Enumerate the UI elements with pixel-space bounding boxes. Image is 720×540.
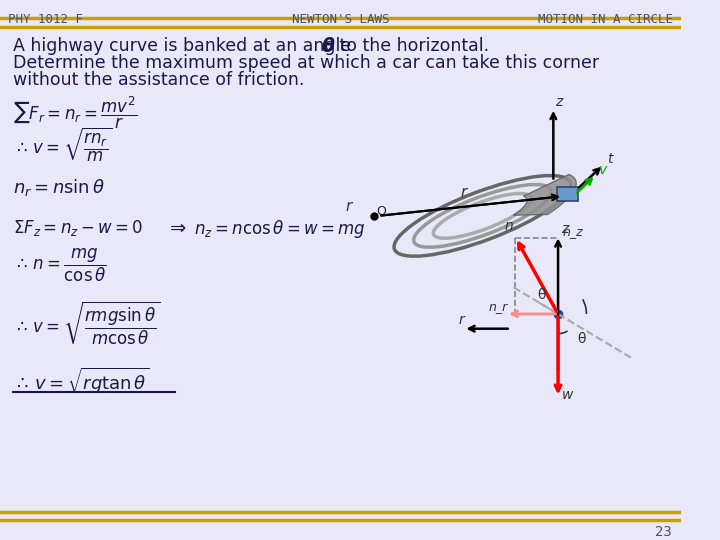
- Text: A highway curve is banked at an angle: A highway curve is banked at an angle: [13, 37, 357, 55]
- Text: z: z: [555, 95, 562, 109]
- Text: r: r: [459, 313, 464, 327]
- Text: $\therefore\, n = \dfrac{mg}{\cos\theta}$: $\therefore\, n = \dfrac{mg}{\cos\theta}…: [13, 247, 107, 285]
- Text: $\therefore\, v = \sqrt{\dfrac{rmg\sin\theta}{m\cos\theta}}$: $\therefore\, v = \sqrt{\dfrac{rmg\sin\t…: [13, 299, 161, 347]
- Text: $n_r = n\sin\theta$: $n_r = n\sin\theta$: [13, 177, 105, 198]
- Text: θ: θ: [322, 37, 335, 56]
- Text: $\Sigma F_z = n_z - w = 0$: $\Sigma F_z = n_z - w = 0$: [13, 218, 143, 238]
- Text: 23: 23: [654, 525, 672, 539]
- Text: θ: θ: [577, 333, 585, 347]
- Text: Determine the maximum speed at which a car can take this corner: Determine the maximum speed at which a c…: [13, 54, 599, 72]
- Text: O: O: [377, 205, 387, 218]
- Bar: [557, 187, 578, 201]
- Text: to the horizontal.: to the horizontal.: [334, 37, 489, 55]
- Text: $\therefore\, v = \sqrt{rg\tan\theta}$: $\therefore\, v = \sqrt{rg\tan\theta}$: [13, 366, 149, 396]
- Text: NEWTON'S LAWS: NEWTON'S LAWS: [292, 13, 390, 26]
- Text: n: n: [504, 219, 513, 233]
- Text: v: v: [599, 163, 607, 177]
- Text: w: w: [562, 388, 573, 402]
- Text: $\Rightarrow$: $\Rightarrow$: [166, 218, 186, 237]
- Text: t: t: [607, 152, 613, 166]
- Text: $n_z = n\cos\theta = w = mg$: $n_z = n\cos\theta = w = mg$: [194, 218, 365, 240]
- Text: θ: θ: [537, 288, 546, 302]
- Text: r: r: [461, 185, 467, 200]
- Text: MOTION IN A CIRCLE: MOTION IN A CIRCLE: [539, 13, 673, 26]
- Text: n_z: n_z: [563, 225, 583, 238]
- Text: without the assistance of friction.: without the assistance of friction.: [13, 71, 305, 89]
- Text: r: r: [346, 199, 351, 214]
- Text: n_r: n_r: [489, 301, 508, 314]
- Text: $\therefore\, v = \sqrt{\dfrac{rn_r}{m}}$: $\therefore\, v = \sqrt{\dfrac{rn_r}{m}}…: [13, 126, 112, 164]
- Text: z: z: [561, 221, 568, 235]
- Text: PHY 1012 F: PHY 1012 F: [8, 13, 83, 26]
- Polygon shape: [513, 174, 576, 215]
- Text: $\sum F_r = n_r = \dfrac{mv^2}{r}$: $\sum F_r = n_r = \dfrac{mv^2}{r}$: [13, 94, 138, 131]
